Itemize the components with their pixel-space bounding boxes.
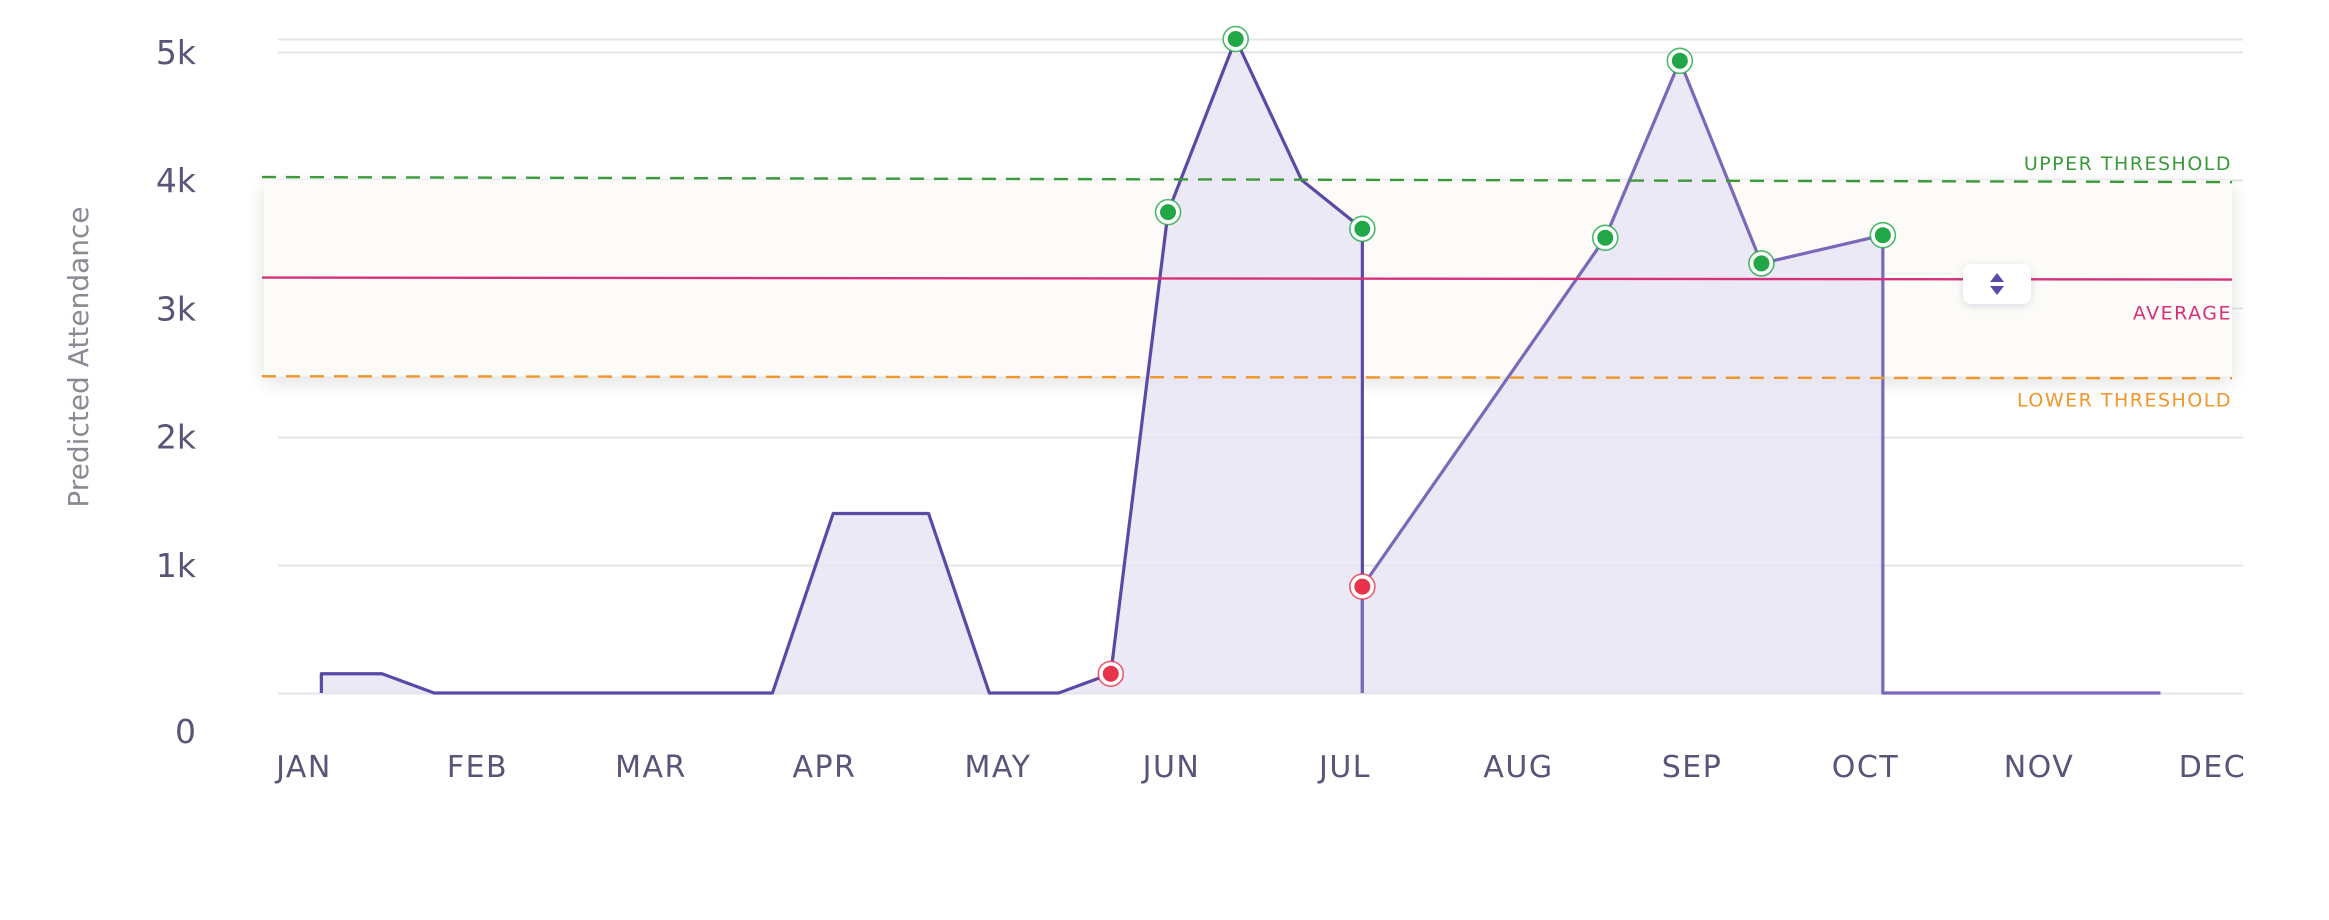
- marker-dot: [1354, 578, 1371, 595]
- data-point-marker: [1222, 25, 1249, 53]
- x-tick-label: FEB: [447, 750, 508, 785]
- sort-arrows-icon: [1990, 273, 2004, 295]
- marker-dot: [1102, 665, 1119, 682]
- y-tick-label: 5k: [156, 33, 197, 72]
- x-tick-label: SEP: [1662, 750, 1723, 785]
- x-tick-label: JAN: [274, 750, 332, 785]
- x-tick-label: APR: [793, 750, 857, 785]
- data-point-marker: [1869, 221, 1897, 249]
- average-line: [261, 276, 2233, 281]
- reference-lines: UPPER THRESHOLD AVERAGE LOWER THRESHOLD: [261, 153, 2233, 411]
- series-line-1: [319, 37, 1364, 695]
- data-point-marker: [1748, 250, 1775, 277]
- x-tick-label: NOV: [2004, 750, 2075, 785]
- x-tick-label: DEC: [2179, 750, 2247, 785]
- data-point-marker: [1666, 47, 1694, 75]
- data-point-marker: [1349, 573, 1376, 600]
- data-point-marker: [1097, 660, 1125, 688]
- x-tick-label: MAR: [615, 750, 687, 785]
- y-tick-label: 4k: [156, 161, 197, 200]
- y-axis-title: Predicted Attendance: [62, 206, 95, 507]
- marker-dot: [1227, 31, 1244, 47]
- data-point-marker: [1591, 224, 1619, 252]
- average-label: AVERAGE: [2133, 303, 2232, 325]
- series-line-2: [1360, 59, 2161, 695]
- marker-dot: [1753, 255, 1770, 272]
- x-tick-label: MAY: [965, 750, 1032, 785]
- y-tick-label: 3k: [156, 289, 197, 328]
- lower-line: [261, 375, 2233, 380]
- y-tick-label: 2k: [156, 418, 197, 457]
- data-point-marker: [1349, 215, 1376, 243]
- data-point-marker: [1154, 198, 1182, 226]
- x-tick-label: JUL: [1317, 750, 1371, 785]
- x-tick-label: OCT: [1832, 750, 1899, 785]
- marker-dot: [1671, 52, 1688, 69]
- marker-dot: [1874, 227, 1891, 244]
- y-tick-label: 0: [175, 712, 196, 751]
- marker-dot: [1354, 220, 1371, 237]
- x-tick-label: AUG: [1483, 750, 1553, 785]
- range-drag-handle[interactable]: [1963, 264, 2031, 304]
- upper-line: [261, 175, 2233, 184]
- y-tick-label: 1k: [156, 546, 197, 585]
- x-tick-label: JUN: [1141, 750, 1201, 785]
- axes: 0 1k 2k 3k 4k 5k JAN FEB MAR APR MAY JUN JUL AUG SEP OC…: [156, 33, 2247, 785]
- upper-label: UPPER THRESHOLD: [2024, 153, 2232, 175]
- data-markers: [1097, 25, 1897, 688]
- series-area-1: [321, 39, 1363, 693]
- marker-dot: [1160, 204, 1177, 221]
- lower-label: LOWER THRESHOLD: [2017, 389, 2232, 411]
- marker-dot: [1597, 229, 1614, 246]
